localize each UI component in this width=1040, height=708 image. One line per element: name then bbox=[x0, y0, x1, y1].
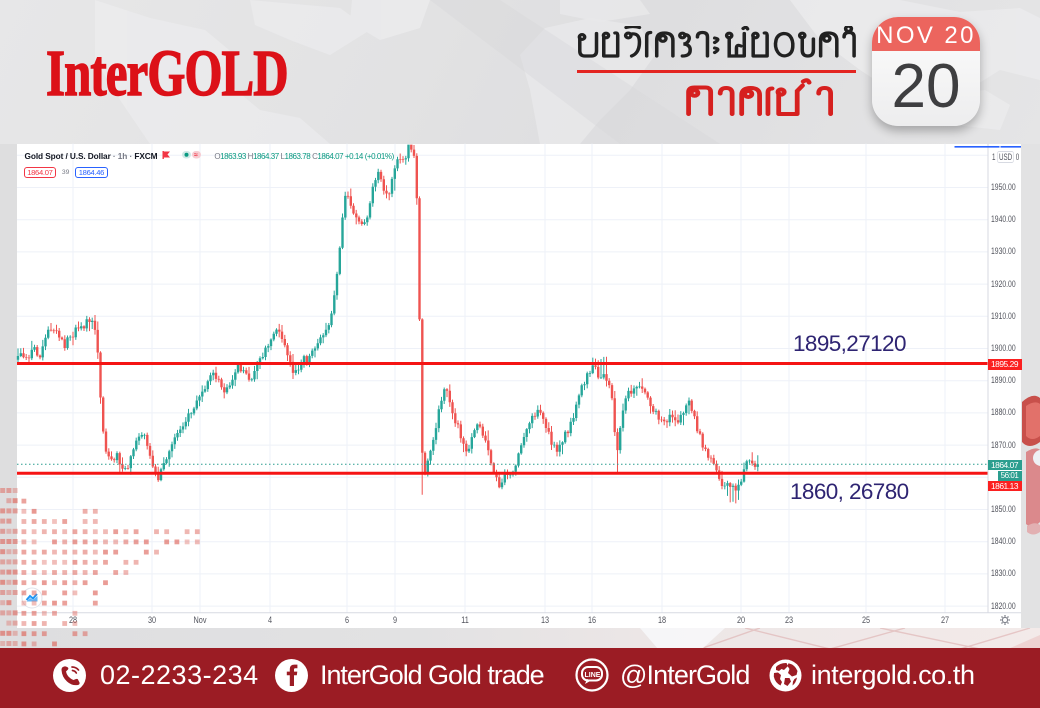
svg-text:≈: ≈ bbox=[194, 152, 198, 159]
svg-text:LINE: LINE bbox=[585, 672, 601, 679]
